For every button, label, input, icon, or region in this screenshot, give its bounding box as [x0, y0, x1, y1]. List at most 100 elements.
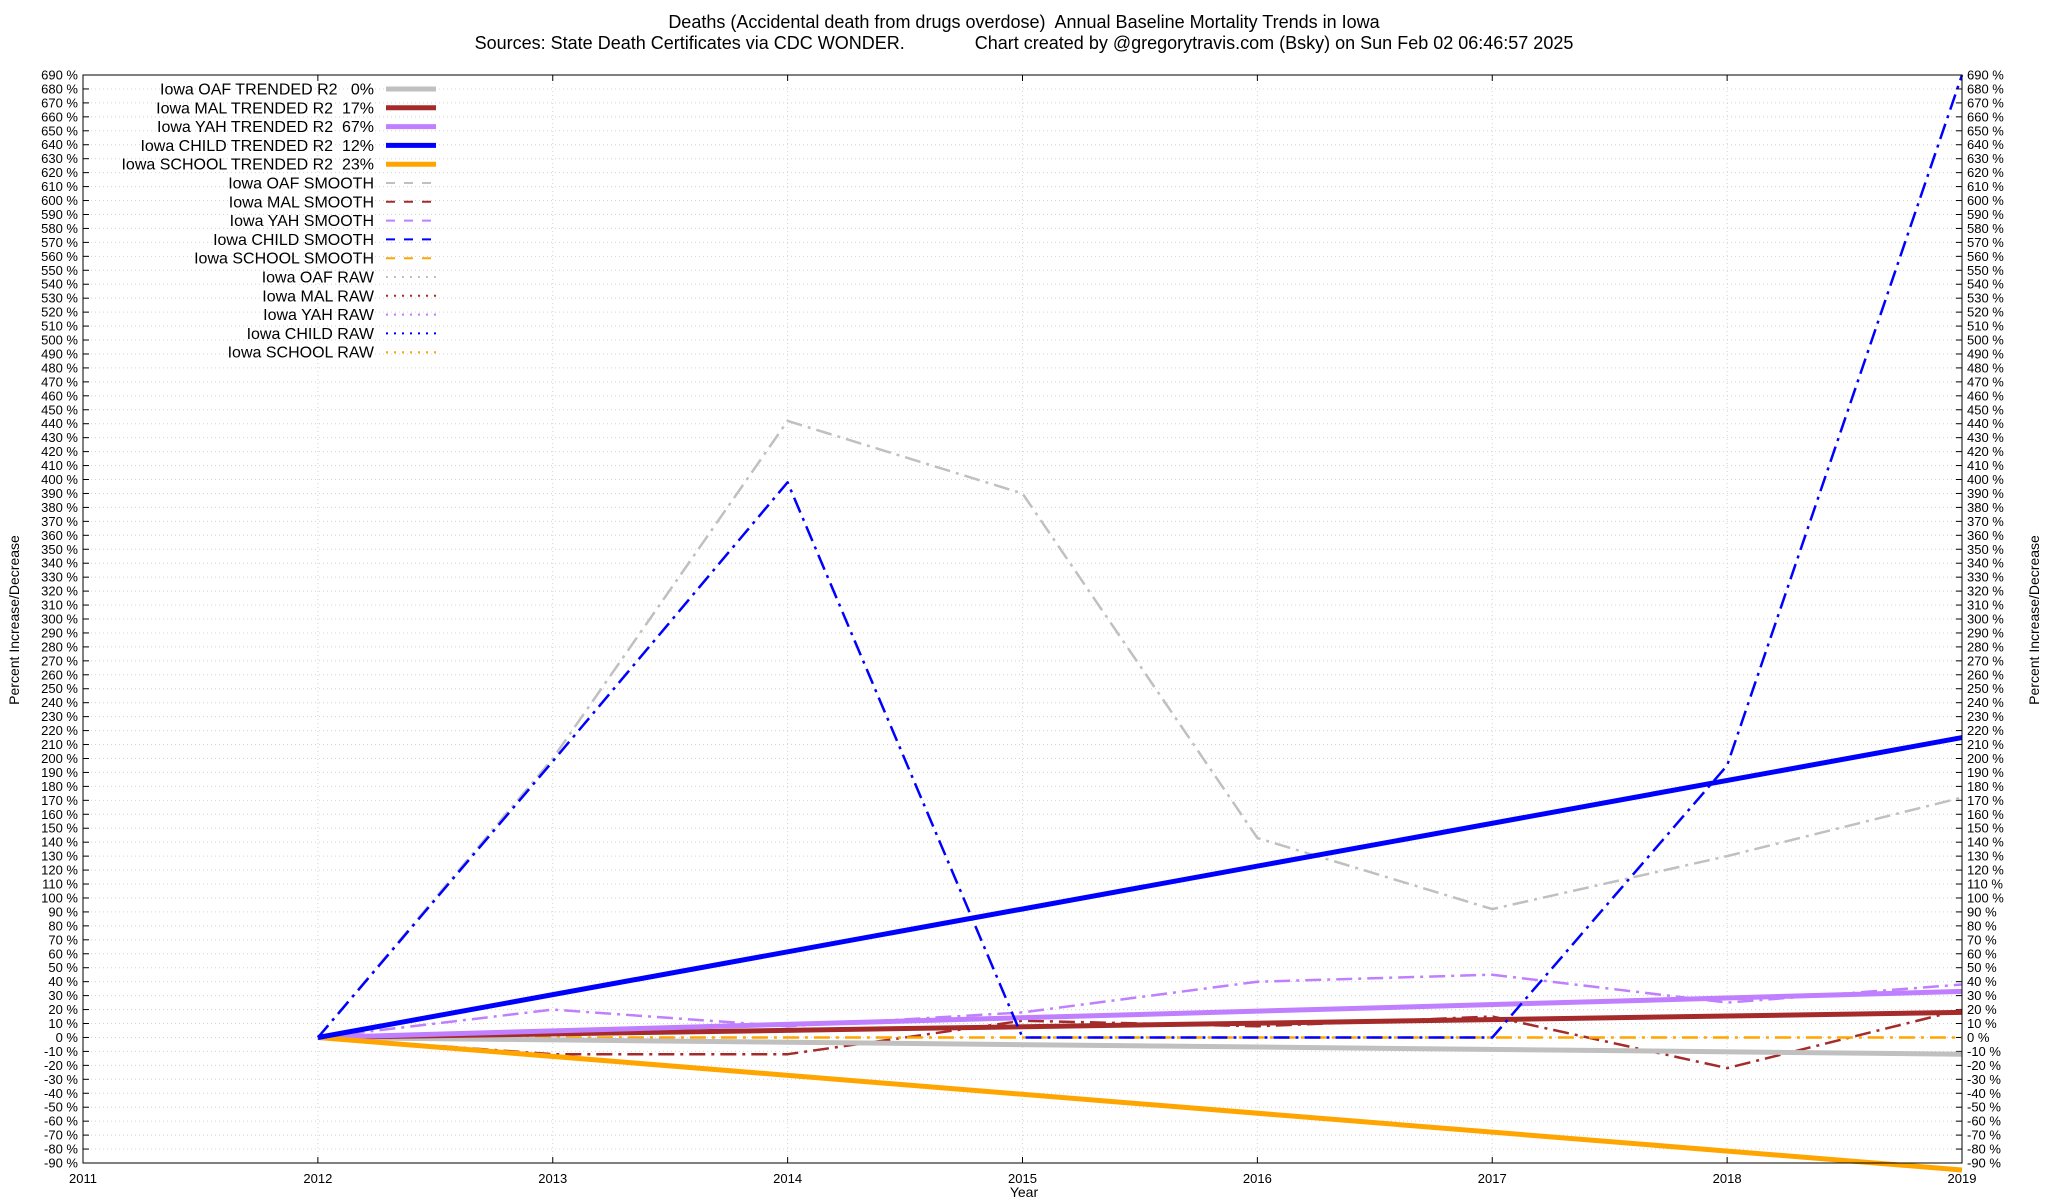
- chart-subtitle: Sources: State Death Certificates via CD…: [474, 33, 1574, 53]
- y-tick-label-left: 670 %: [41, 95, 78, 110]
- y-tick-label-left: 360 %: [41, 528, 78, 543]
- y-tick-label-left: 330 %: [41, 570, 78, 585]
- y-tick-label-right: 150 %: [1967, 821, 2004, 836]
- y-tick-label-right: 540 %: [1967, 277, 2004, 292]
- y-tick-label-left: 500 %: [41, 333, 78, 348]
- y-tick-label-right: 320 %: [1967, 584, 2004, 599]
- series-line-iowa-oaf-trended-r2-0: [317, 1035, 1963, 1057]
- x-tick-label: 2017: [1478, 1171, 1507, 1186]
- y-tick-label-left: 320 %: [41, 584, 78, 599]
- y-tick-label-right: 340 %: [1967, 556, 2004, 571]
- y-tick-label-right: 120 %: [1967, 863, 2004, 878]
- y-tick-label-right: 110 %: [1967, 877, 2003, 892]
- y-tick-label-left: 410 %: [41, 458, 78, 473]
- y-tick-label-right: 210 %: [1967, 737, 2004, 752]
- y-tick-label-right: 300 %: [1967, 612, 2004, 627]
- y-tick-label-right: 530 %: [1967, 291, 2004, 306]
- y-tick-label-left: 430 %: [41, 430, 78, 445]
- y-tick-label-left: 280 %: [41, 639, 78, 654]
- x-tick-label: 2015: [1008, 1171, 1037, 1186]
- x-tick-label: 2018: [1713, 1171, 1742, 1186]
- y-tick-label-left: 530 %: [41, 291, 78, 306]
- y-tick-label-left: 620 %: [41, 165, 78, 180]
- y-tick-label-left: -20 %: [44, 1058, 78, 1073]
- y-tick-label-left: 110 %: [42, 877, 78, 892]
- x-tick-label: 2019: [1948, 1171, 1977, 1186]
- y-tick-label-right: 470 %: [1967, 374, 2004, 389]
- y-tick-label-right: 100 %: [1967, 890, 2004, 905]
- y-tick-label-left: 440 %: [41, 416, 78, 431]
- y-tick-label-left: 470 %: [41, 374, 78, 389]
- y-tick-label-right: 430 %: [1967, 430, 2004, 445]
- y-tick-label-right: 550 %: [1967, 263, 2004, 278]
- y-tick-label-left: 180 %: [41, 779, 78, 794]
- y-tick-label-left: 580 %: [41, 221, 78, 236]
- y-tick-label-left: 260 %: [41, 667, 78, 682]
- x-tick-label: 2016: [1243, 1171, 1272, 1186]
- y-tick-label-right: 610 %: [1967, 179, 2004, 194]
- y-tick-label-left: -90 %: [44, 1156, 78, 1171]
- y-tick-label-right: 250 %: [1967, 681, 2004, 696]
- y-tick-label-right: 580 %: [1967, 221, 2004, 236]
- y-tick-label-right: 40 %: [1967, 974, 1997, 989]
- series-line-iowa-child-smooth: [316, 74, 1964, 1039]
- series-line-iowa-yah-trended-r2-67: [317, 988, 1963, 1040]
- y-tick-label-right: 130 %: [1967, 849, 2004, 864]
- y-tick-label-right: 390 %: [1967, 486, 2004, 501]
- y-tick-label-right: 90 %: [1967, 904, 1997, 919]
- y-tick-label-left: 270 %: [41, 653, 78, 668]
- y-tick-label-right: 590 %: [1967, 207, 2004, 222]
- y-tick-label-left: 650 %: [41, 123, 78, 138]
- y-tick-label-right: -70 %: [1967, 1128, 2001, 1143]
- y-tick-label-left: -50 %: [44, 1100, 78, 1115]
- y-tick-label-left: 100 %: [41, 890, 78, 905]
- y-tick-label-left: 350 %: [41, 542, 78, 557]
- y-tick-label-right: -50 %: [1967, 1100, 2001, 1115]
- y-tick-label-right: 630 %: [1967, 151, 2004, 166]
- y-tick-label-left: 170 %: [41, 793, 78, 808]
- y-tick-label-right: -10 %: [1967, 1044, 2001, 1059]
- y-tick-label-right: -90 %: [1967, 1156, 2001, 1171]
- y-tick-label-right: 350 %: [1967, 542, 2004, 557]
- y-tick-label-left: 70 %: [48, 932, 78, 947]
- y-tick-label-right: 190 %: [1967, 765, 2004, 780]
- legend-label: Iowa YAH SMOOTH: [230, 213, 374, 230]
- series-line-iowa-yah-smooth: [317, 973, 1963, 1039]
- y-tick-label-right: 670 %: [1967, 95, 2004, 110]
- x-tick-label: 2014: [773, 1171, 802, 1186]
- y-tick-label-right: -40 %: [1967, 1086, 2001, 1101]
- y-tick-label-right: 230 %: [1967, 709, 2004, 724]
- y-tick-label-left: 450 %: [41, 402, 78, 417]
- legend-label: Iowa OAF RAW: [262, 270, 375, 287]
- y-tick-label-left: 300 %: [41, 612, 78, 627]
- y-tick-label-left: 660 %: [41, 109, 78, 124]
- y-tick-label-right: 60 %: [1967, 946, 1997, 961]
- y-tick-label-left: 490 %: [41, 346, 78, 361]
- y-tick-label-left: 190 %: [41, 765, 78, 780]
- y-tick-label-left: 610 %: [41, 179, 78, 194]
- y-tick-label-right: 480 %: [1967, 360, 2004, 375]
- y-tick-label-right: 0 %: [1967, 1030, 1990, 1045]
- y-tick-label-right: 520 %: [1967, 305, 2004, 320]
- y-tick-label-right: 270 %: [1967, 653, 2004, 668]
- y-tick-label-left: 120 %: [41, 863, 78, 878]
- y-tick-label-left: 570 %: [41, 235, 78, 250]
- y-tick-label-right: 510 %: [1967, 319, 2004, 334]
- y-tick-label-left: 230 %: [41, 709, 78, 724]
- legend-label: Iowa SCHOOL SMOOTH: [194, 251, 374, 268]
- y-tick-label-left: 420 %: [41, 444, 78, 459]
- series-line-iowa-oaf-smooth: [316, 419, 1963, 1039]
- y-tick-label-right: 80 %: [1967, 918, 1997, 933]
- y-tick-label-right: 20 %: [1967, 1002, 1997, 1017]
- y-tick-label-left: 460 %: [41, 388, 78, 403]
- y-tick-label-left: 140 %: [41, 835, 78, 850]
- y-tick-label-right: 290 %: [1967, 625, 2004, 640]
- y-tick-label-left: 290 %: [41, 625, 78, 640]
- y-tick-label-right: 600 %: [1967, 193, 2004, 208]
- y-tick-label-left: 130 %: [41, 849, 78, 864]
- y-tick-label-left: 50 %: [48, 960, 78, 975]
- y-tick-label-right: 650 %: [1967, 123, 2004, 138]
- y-tick-label-left: 380 %: [41, 500, 78, 515]
- y-tick-label-right: 140 %: [1967, 835, 2004, 850]
